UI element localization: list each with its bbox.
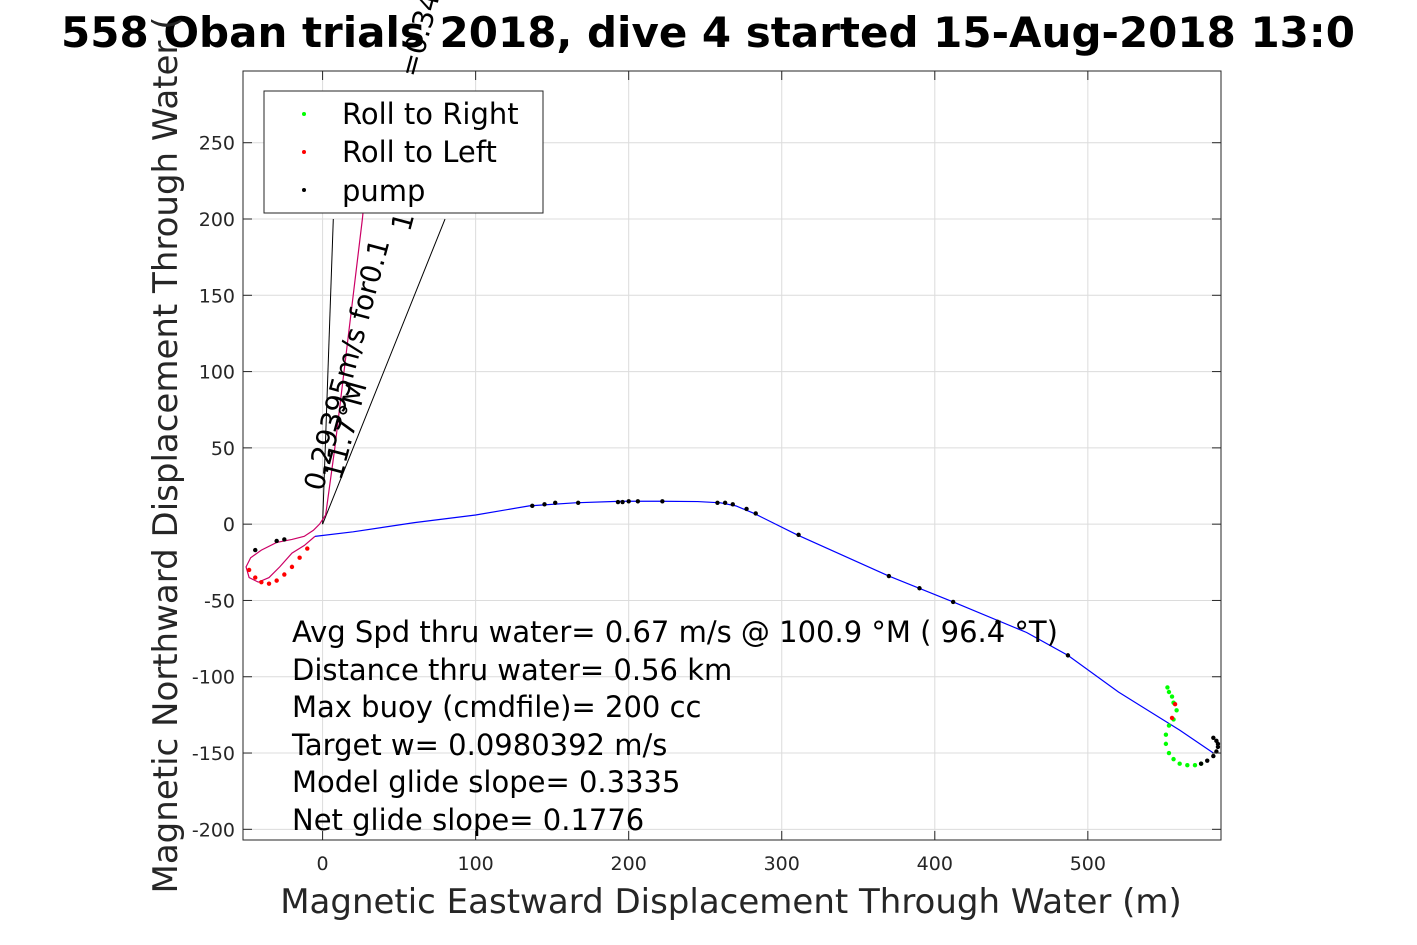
- x-tick-label: 500: [1070, 853, 1106, 875]
- point-roll-to-left: [246, 567, 252, 573]
- legend-label-roll-left: Roll to Left: [342, 135, 497, 169]
- legend-marker-pump: [302, 188, 306, 192]
- axis-ticks: 0 100 200 300 400 500 -200 -150 -100 -50 0 50 100 150…: [192, 71, 1221, 875]
- point-pump: [274, 538, 279, 544]
- point-pump: [753, 511, 758, 516]
- point-roll-to-left: [274, 578, 279, 583]
- point-pump: [530, 503, 535, 509]
- stat-net-glide-slope: Net glide slope= 0.1776: [292, 803, 644, 837]
- point-pump: [1215, 744, 1221, 750]
- point-roll-to-left: [297, 555, 302, 560]
- point-pump: [542, 502, 547, 507]
- legend-marker-roll-right: [302, 112, 306, 116]
- point-roll-to-right: [1171, 756, 1176, 762]
- point-roll-to-right: [1163, 732, 1169, 737]
- stat-model-glide-slope: Model glide slope= 0.3335: [292, 765, 680, 799]
- y-tick-label: 100: [199, 362, 235, 384]
- point-roll-to-right: [1192, 763, 1198, 768]
- plot-frame: [242, 70, 1222, 841]
- point-pump: [615, 499, 621, 505]
- point-pump: [950, 599, 956, 605]
- point-pump: [282, 537, 287, 542]
- track-line: [314, 500, 1214, 754]
- point-roll-to-left: [266, 581, 272, 586]
- grid: [243, 71, 1221, 840]
- point-pump: [575, 500, 581, 505]
- x-tick-label: 100: [458, 853, 494, 875]
- y-axis-label: Magnetic Northward Displacement Through …: [146, 17, 186, 894]
- point-pump: [660, 499, 665, 504]
- chart-title: 558 Oban trials 2018, dive 4 started 15-…: [61, 8, 1355, 57]
- stat-avg-speed: Avg Spd thru water= 0.67 m/s @ 100.9 °M …: [292, 615, 1058, 649]
- y-tick-label: -100: [192, 667, 235, 689]
- x-tick-label: 200: [611, 853, 647, 875]
- point-pump: [1198, 761, 1204, 766]
- heading-line: [322, 218, 446, 525]
- y-tick-label: 0: [223, 514, 235, 536]
- point-pump: [1214, 738, 1219, 744]
- point-pump: [917, 586, 922, 591]
- stat-max-buoy: Max buoy (cmdfile)= 200 cc: [292, 690, 701, 724]
- point-pump: [796, 532, 801, 538]
- point-pump: [1065, 653, 1071, 658]
- point-pump: [553, 500, 558, 505]
- stat-distance: Distance thru water= 0.56 km: [292, 653, 732, 687]
- point-pump: [730, 502, 735, 507]
- point-pump: [1211, 753, 1216, 759]
- point-pump: [715, 500, 720, 505]
- point-roll-to-left: [253, 575, 258, 580]
- point-roll-to-right: [1166, 723, 1172, 728]
- point-pump: [1205, 758, 1210, 763]
- point-roll-to-left: [1169, 715, 1175, 721]
- y-tick-label: 200: [199, 209, 235, 231]
- y-tick-label: -150: [192, 743, 235, 765]
- point-roll-to-right: [1169, 694, 1175, 699]
- point-roll-to-left: [289, 564, 295, 570]
- heading-line: [322, 218, 334, 525]
- y-tick-label: -200: [192, 819, 235, 841]
- x-tick-label: 400: [917, 853, 953, 875]
- point-pump: [620, 499, 625, 505]
- legend-marker-roll-left: [302, 150, 306, 154]
- legend-box: [263, 90, 544, 214]
- y-tick-label: 150: [199, 285, 235, 307]
- point-roll-to-right: [1177, 761, 1182, 766]
- point-pump: [995, 619, 1000, 625]
- point-pump: [886, 573, 892, 579]
- point-roll-to-right: [1165, 685, 1170, 690]
- point-roll-to-left: [305, 546, 310, 551]
- point-pump: [1211, 735, 1216, 740]
- data-points: [246, 499, 1221, 768]
- point-roll-to-left: [282, 572, 287, 577]
- point-roll-to-right: [1174, 708, 1179, 713]
- stats-block: Avg Spd thru water= 0.67 m/s @ 100.9 °M …: [291, 615, 1058, 837]
- legend-label-roll-right: Roll to Right: [342, 97, 519, 131]
- point-pump: [635, 499, 641, 504]
- y-tick-label: -50: [204, 590, 235, 612]
- point-pump: [744, 506, 749, 512]
- point-roll-to-right: [1166, 689, 1172, 695]
- legend: Roll to Right Roll to Left pump: [263, 90, 544, 214]
- y-tick-label: 50: [211, 438, 235, 460]
- x-tick-label: 300: [764, 853, 800, 875]
- point-roll-to-left: [1172, 702, 1178, 707]
- point-pump: [626, 499, 631, 504]
- point-roll-to-right: [1185, 763, 1190, 768]
- point-roll-to-right: [1166, 750, 1172, 756]
- y-tick-label: 250: [199, 133, 235, 155]
- legend-label-pump: pump: [342, 174, 425, 208]
- heading-lines: [322, 218, 446, 525]
- point-pump: [722, 500, 728, 505]
- x-axis-label: Magnetic Eastward Displacement Through W…: [280, 882, 1182, 922]
- stat-target-w: Target w= 0.0980392 m/s: [291, 728, 667, 762]
- point-roll-to-left: [259, 579, 264, 585]
- point-pump: [253, 547, 258, 553]
- point-roll-to-right: [1163, 741, 1169, 747]
- x-tick-label: 0: [317, 853, 329, 875]
